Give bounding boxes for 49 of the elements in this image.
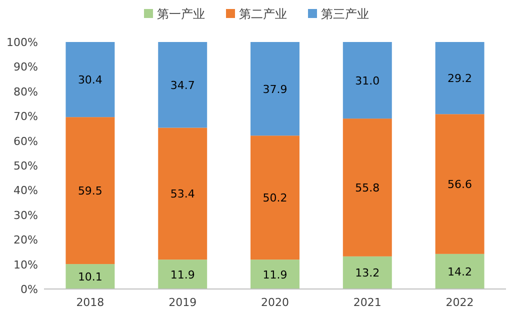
x-tick-label: 2022 [446, 296, 474, 309]
bar [158, 42, 208, 128]
x-tick-label: 2021 [353, 296, 382, 309]
bar [342, 42, 392, 119]
data-label: 37.9 [262, 82, 288, 96]
y-tick-label: 90% [14, 60, 38, 74]
data-label: 50.2 [262, 192, 288, 205]
bar [435, 254, 484, 289]
y-tick-label: 0% [20, 283, 38, 296]
y-tick-label: 80% [14, 85, 38, 98]
data-label: 11.9 [262, 268, 288, 282]
y-tick-label: 10% [14, 258, 38, 272]
bar [250, 136, 300, 260]
y-tick-label: 50% [14, 160, 38, 172]
bar [342, 118, 392, 256]
bar [158, 128, 208, 260]
x-tick-label: 2019 [168, 296, 197, 309]
bar [66, 264, 115, 289]
legend-label: 第一产业 [157, 7, 205, 21]
legend-label: 第二产业 [239, 7, 287, 21]
data-label: 29.2 [448, 72, 472, 86]
data-label: 55.8 [355, 181, 380, 194]
data-label: 31.0 [355, 74, 380, 88]
bar [250, 42, 300, 136]
bar [158, 260, 208, 289]
bar [250, 260, 300, 289]
data-label: 34.7 [170, 78, 195, 92]
y-tick-label: 70% [14, 110, 38, 124]
data-label: 14.2 [448, 265, 472, 278]
x-tick-label: 2020 [261, 296, 289, 309]
y-tick-label: 60% [14, 134, 38, 148]
y-tick-label: 40% [14, 184, 38, 198]
data-label: 30.4 [78, 74, 102, 87]
y-tick-label: 20% [14, 234, 38, 247]
legend-label: 第三产业 [321, 7, 369, 21]
data-label: 56.6 [448, 178, 472, 192]
bar [66, 42, 115, 118]
bar [342, 256, 392, 289]
data-label: 59.5 [78, 184, 102, 198]
x-tick-label: 2018 [76, 296, 104, 309]
y-tick-label: 30% [14, 208, 38, 222]
data-label: 11.9 [170, 268, 195, 282]
data-label: 13.2 [355, 266, 380, 280]
bar [435, 42, 484, 114]
bar [66, 117, 115, 264]
bar [435, 114, 484, 254]
y-tick-label: 100% [6, 36, 38, 49]
data-label: 10.1 [78, 270, 102, 284]
data-label: 53.4 [170, 188, 195, 201]
